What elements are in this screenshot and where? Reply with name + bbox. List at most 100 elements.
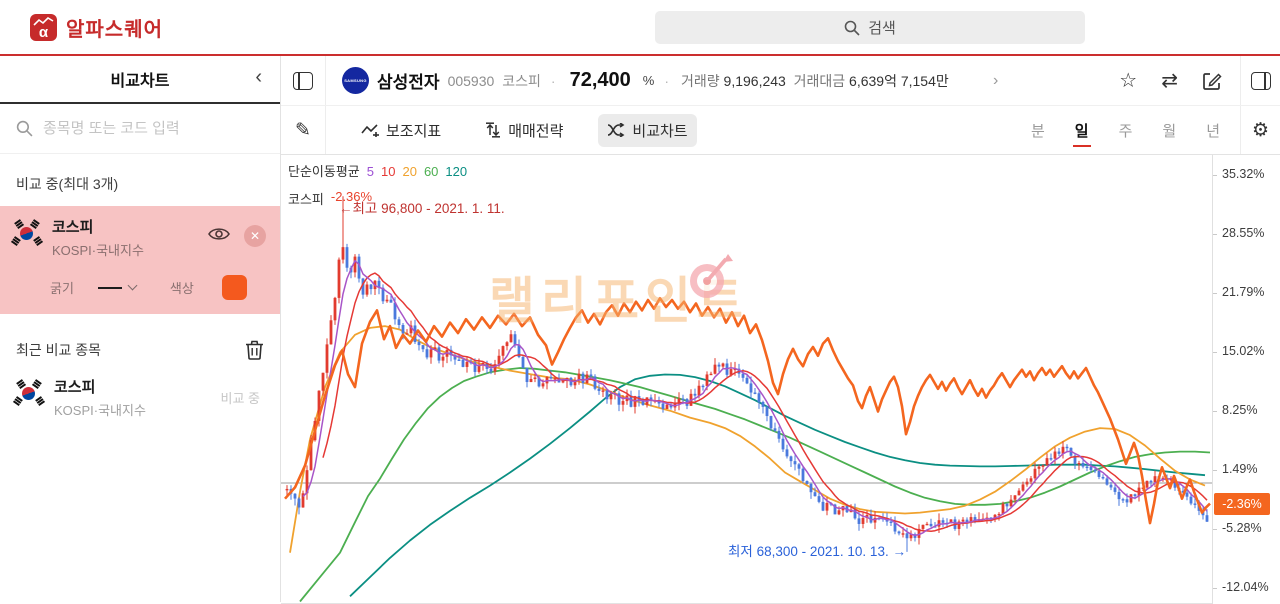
indicators-button[interactable]: 보조지표 xyxy=(352,114,450,147)
sidebar-title: 비교차트 xyxy=(110,73,170,90)
axis-tick xyxy=(1213,587,1217,589)
axis-tick xyxy=(1213,529,1217,530)
stock-code: 005930 xyxy=(447,72,495,89)
chart-area: 랠리포인트 단순이동평균 5 10 20 60 120 코스피 -2.36% ←최고 9… xyxy=(281,155,1280,604)
thickness-dropdown[interactable] xyxy=(97,280,138,291)
dart-watermark-icon xyxy=(690,254,733,298)
ma-period-60: 60 xyxy=(423,164,439,179)
chevron-down-icon xyxy=(127,280,138,291)
chart-toolbar: ✎ 보조지표 매매전략 xyxy=(281,106,1280,155)
compare-chart-button[interactable]: 비교차트 xyxy=(598,113,697,147)
series-change: -2.36% xyxy=(330,189,373,204)
logo-chart-line-icon xyxy=(33,17,54,26)
global-search-label: 검색 xyxy=(868,20,896,37)
symbol-search-input[interactable] xyxy=(43,120,264,137)
drawing-tool-pencil-icon[interactable]: ✎ xyxy=(281,106,326,154)
global-search[interactable]: 검색 xyxy=(655,11,1085,44)
axis-label: 15.02% xyxy=(1222,344,1265,359)
comparing-status-badge: 비교 중 xyxy=(220,391,261,406)
favorite-star-icon[interactable]: ☆ xyxy=(1119,69,1138,92)
right-panel-icon xyxy=(1250,71,1271,90)
ma-legend: 단순이동평균 5 10 20 60 120 xyxy=(288,161,474,180)
trade-value-label: 거래대금 xyxy=(793,72,846,89)
color-label: 색상 xyxy=(169,281,194,296)
series-name: 코스피 xyxy=(288,192,324,207)
recent-item-name: 코스피 xyxy=(54,379,96,396)
stock-price: 72,400 xyxy=(569,69,631,91)
ma-period-5: 5 xyxy=(366,164,374,179)
ma-period-20: 20 xyxy=(402,164,417,179)
axis-label: 8.25% xyxy=(1222,403,1258,418)
axis-label: 1.49% xyxy=(1222,462,1258,476)
edit-memo-icon[interactable] xyxy=(1202,71,1222,91)
recent-item-desc: KOSPI·국내지수 xyxy=(54,403,146,418)
chart-settings-gear-icon[interactable]: ⚙ xyxy=(1240,106,1280,154)
axis-tick xyxy=(1213,234,1217,236)
recent-item-kospi[interactable]: 코스피 KOSPI·국내지수 비교 중 xyxy=(0,370,280,427)
axis-label: -12.04% xyxy=(1222,579,1269,594)
remove-comparison-close-icon[interactable]: ✕ xyxy=(244,225,266,247)
alpha-square-logo-icon: α xyxy=(30,14,57,41)
axis-tick xyxy=(1213,470,1217,471)
current-change-badge: -2.36% xyxy=(1214,492,1270,515)
trade-value: 6,639억 7,154만 xyxy=(849,72,949,89)
samsung-logo: SAMSUNG xyxy=(342,67,369,94)
trading-strategy-button[interactable]: 매매전략 xyxy=(476,114,572,147)
line-color-swatch[interactable] xyxy=(221,275,247,300)
axis-tick xyxy=(1213,175,1217,177)
comparison-item-name: 코스피 xyxy=(52,219,94,236)
timeframe-year[interactable]: 년 xyxy=(1206,122,1220,140)
comparison-item-kospi[interactable]: 코스피 KOSPI·국내지수 ✕ 굵기 색상 xyxy=(0,206,280,314)
timeframe-tabs: 분 일 주 월 년 xyxy=(1029,112,1222,149)
volume-value: 9,196,243 xyxy=(723,72,786,89)
ma-period-values: 5 10 20 60 120 xyxy=(367,164,474,179)
toggle-right-panel-button[interactable] xyxy=(1240,56,1280,105)
percent-unit-toggle[interactable]: % xyxy=(642,73,655,88)
line-thickness-sample xyxy=(97,286,122,289)
search-icon xyxy=(16,120,33,137)
volume-label: 거래량 xyxy=(681,72,720,89)
ma-period-10: 10 xyxy=(381,164,396,179)
timeframe-month[interactable]: 월 xyxy=(1162,122,1177,140)
high-annotation: ←최고 96,800 - 2021. 1. 11. xyxy=(339,201,505,216)
left-panel-icon xyxy=(293,71,313,90)
timeframe-week[interactable]: 주 xyxy=(1118,122,1133,140)
axis-label: -5.28% xyxy=(1222,521,1262,535)
comparison-item-desc: KOSPI·국내지수 xyxy=(52,243,144,258)
series-legend: 코스피 -2.36% xyxy=(288,189,372,208)
axis-tick xyxy=(1213,293,1217,295)
sidebar-collapse-chevron-icon[interactable]: ‹ xyxy=(255,66,262,88)
stock-name: 삼성전자 xyxy=(377,73,440,92)
crossing-arrows-icon xyxy=(608,123,625,137)
korea-flag-icon xyxy=(14,219,40,246)
ma-legend-title: 단순이동평균 xyxy=(288,164,360,179)
up-down-arrows-icon xyxy=(486,122,501,138)
expand-details-chevron-icon[interactable]: › xyxy=(993,71,999,89)
price-chart-canvas[interactable] xyxy=(281,155,1212,604)
axis-label: 28.55% xyxy=(1222,226,1265,241)
stock-market: 코스피 xyxy=(502,72,541,89)
axis-label: 35.32% xyxy=(1222,167,1265,182)
axis-label: 21.79% xyxy=(1222,285,1265,300)
timeframe-minute[interactable]: 분 xyxy=(1030,122,1045,140)
stock-header: SAMSUNG 삼성전자 005930 코스피 · 72,400 % · 거래량… xyxy=(281,56,1280,106)
timeframe-day[interactable]: 일 xyxy=(1072,112,1091,149)
ma-period-120: 120 xyxy=(445,164,468,179)
toggle-left-panel-button[interactable] xyxy=(281,56,326,105)
visibility-eye-icon[interactable] xyxy=(208,226,230,242)
axis-tick xyxy=(1213,352,1217,354)
axis-tick xyxy=(1213,411,1217,413)
korea-flag-icon xyxy=(16,379,42,406)
volume-and-value: 거래량 9,196,243 거래대금 6,639억 7,154만 xyxy=(681,71,999,91)
app-logo[interactable]: α 알파스퀘어 xyxy=(30,13,163,42)
low-annotation: 최저 68,300 - 2021. 10. 13. → xyxy=(728,544,906,559)
app-title: 알파스퀘어 xyxy=(66,19,163,41)
search-icon xyxy=(844,20,860,36)
top-bar: α 알파스퀘어 검색 xyxy=(0,0,1280,56)
recent-section-label: 최근 비교 종목 xyxy=(16,342,102,358)
indicator-chart-icon xyxy=(361,124,379,137)
percent-axis: 35.32% 28.55% 21.79% 15.02% 8.25% 1.49% -5.28%… xyxy=(1212,155,1280,604)
swap-compare-icon[interactable]: ⇄ xyxy=(1161,69,1178,92)
comparing-section-label: 비교 중(최대 3개) xyxy=(16,176,119,192)
trash-icon[interactable] xyxy=(245,340,264,360)
